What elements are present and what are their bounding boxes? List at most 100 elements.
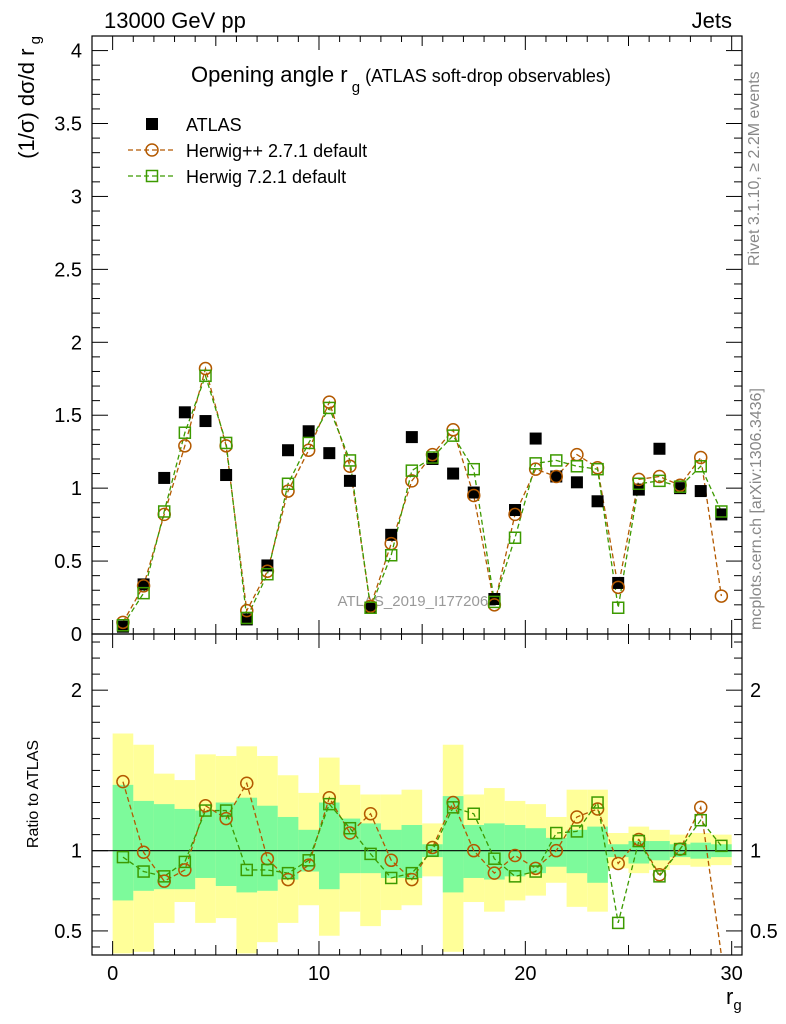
herwig7-point xyxy=(529,457,542,470)
herwig7-point xyxy=(508,531,522,544)
mc-uncertainty-band-inner xyxy=(257,805,278,891)
herwig7-point xyxy=(426,451,439,464)
herwig7-point xyxy=(281,477,295,491)
legend-marker xyxy=(146,118,158,130)
atlas-data-point xyxy=(405,431,418,444)
legend-label: Herwig 7.2.1 default xyxy=(186,167,346,187)
herwig7-point xyxy=(694,460,707,473)
herwig7-ratio-point xyxy=(673,842,687,856)
herwig7-point xyxy=(405,464,419,477)
herwig7-ratio-point xyxy=(157,870,171,883)
herwig7-ratio-point xyxy=(405,866,419,880)
legend-label: Herwig++ 2.7.1 default xyxy=(186,141,367,161)
herwig7-point xyxy=(199,369,212,383)
herwig7-point xyxy=(116,618,130,632)
herwigpp-ratio-point xyxy=(136,845,151,860)
y-tick-label: 1.5 xyxy=(54,405,82,427)
herwig7-point xyxy=(240,611,254,625)
herwigpp-ratio-point xyxy=(281,872,295,887)
x-axis-label: rg xyxy=(726,984,742,1014)
legend-label: ATLAS xyxy=(186,115,242,135)
mc-uncertainty-band-inner xyxy=(463,824,485,878)
herwig7-point xyxy=(632,477,646,491)
atlas-data-point xyxy=(343,474,356,487)
atlas-data-point xyxy=(467,486,480,499)
herwig7-point xyxy=(178,426,192,439)
herwigpp-point xyxy=(301,443,316,457)
herwig7-point xyxy=(611,601,625,614)
herwigpp-ratio-point xyxy=(570,810,584,824)
herwig7-point xyxy=(550,454,563,467)
herwig7-point xyxy=(488,595,501,609)
herwigpp-ratio-point xyxy=(219,811,233,826)
herwigpp-ratio-point xyxy=(322,790,337,805)
herwig7-point xyxy=(219,436,233,450)
herwig7-point xyxy=(157,505,171,518)
legend-marker xyxy=(145,169,159,183)
mc-uncertainty-band-inner xyxy=(215,802,237,886)
atlas-data-point xyxy=(612,576,625,589)
herwigpp-ratio-point xyxy=(590,802,605,816)
herwigpp-point xyxy=(549,469,564,484)
legend-marker xyxy=(145,143,159,157)
mc-uncertainty-band-inner xyxy=(318,802,340,890)
x-tick-label: 20 xyxy=(514,963,536,985)
mc-uncertainty-band-inner xyxy=(401,824,423,878)
y-tick-label: 3.5 xyxy=(54,114,82,136)
herwig7-point xyxy=(673,480,687,493)
herwig7-point xyxy=(715,505,728,518)
herwigpp-point xyxy=(136,579,151,593)
herwigpp-ratio-point xyxy=(611,856,625,871)
y-tick-label: 2.5 xyxy=(54,259,82,281)
mc-uncertainty-band-inner xyxy=(566,829,588,874)
herwig7-ratio-point xyxy=(281,866,295,880)
y-tick-label: 3 xyxy=(71,186,82,208)
atlas-data-point xyxy=(282,444,295,457)
mc-uncertainty-band-inner xyxy=(174,808,196,890)
herwig7-ratio-point xyxy=(426,844,439,857)
herwigpp-ratio-point xyxy=(508,848,522,863)
atlas-data-point xyxy=(653,442,666,455)
plot-title: Opening angle r g (ATLAS soft-drop obser… xyxy=(191,62,611,96)
herwig7-point xyxy=(570,460,584,473)
atlas-data-point xyxy=(591,495,604,508)
herwig7-ratio-point xyxy=(364,847,377,861)
herwig7-ratio-point xyxy=(570,825,584,838)
herwigpp-point xyxy=(281,484,295,498)
x-tick-label: 10 xyxy=(308,963,330,985)
herwigpp-point xyxy=(611,580,625,595)
herwig7-point xyxy=(446,429,460,442)
mc-uncertainty-band-inner xyxy=(195,810,216,878)
herwigpp-ratio-point xyxy=(487,866,502,880)
herwigpp-point xyxy=(240,603,254,618)
herwigpp-ratio-point xyxy=(116,774,130,789)
herwig7-ratio-point xyxy=(715,839,728,853)
atlas-data-point xyxy=(694,485,707,498)
herwig7-ratio-point xyxy=(199,804,212,817)
atlas-data-point xyxy=(220,469,233,482)
y-tick-label: 0 xyxy=(71,624,82,646)
atlas-data-point xyxy=(529,432,542,445)
y-axis-label: (1/σ) dσ/d r g xyxy=(14,36,44,159)
herwigpp-point xyxy=(405,474,419,488)
herwig7-point xyxy=(384,548,398,562)
herwig7-ratio-point xyxy=(446,801,460,814)
header-left: 13000 GeV pp xyxy=(104,8,246,33)
herwigpp-ratio-point xyxy=(693,800,708,815)
herwig7-ratio-point xyxy=(302,854,315,867)
mc-uncertainty-band-inner xyxy=(587,826,608,883)
mc-uncertainty-band-inner xyxy=(277,816,299,880)
herwig7-ratio-point xyxy=(467,807,480,821)
analysis-watermark: ATLAS_2019_I1772062 xyxy=(337,593,496,610)
herwig7-ratio-point xyxy=(591,796,604,809)
atlas-data-point xyxy=(715,508,728,521)
mc-uncertainty-band-inner xyxy=(153,804,175,890)
ratio-y-tick-label: 0.5 xyxy=(54,921,82,943)
herwigpp-ratio-point xyxy=(466,843,481,858)
mc-uncertainty-band-inner xyxy=(112,784,134,901)
y-tick-label: 0.5 xyxy=(54,551,82,573)
herwig7-point xyxy=(323,401,336,415)
atlas-data-point xyxy=(509,504,522,517)
herwig7-point xyxy=(343,454,357,467)
